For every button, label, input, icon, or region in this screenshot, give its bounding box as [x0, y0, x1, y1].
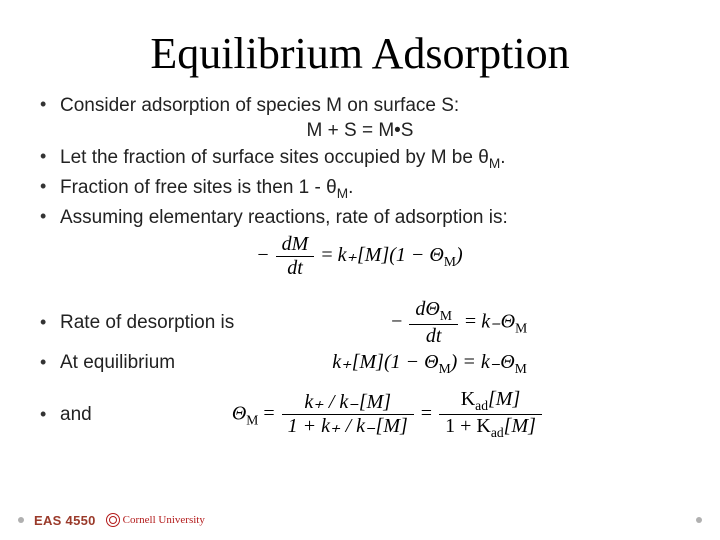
ads-den: dt: [287, 257, 303, 279]
theta-sub-2: M: [337, 186, 348, 201]
formula-desorption: − dΘM dt = k₋ΘM: [391, 299, 527, 347]
equation-reaction: M + S = M•S: [36, 120, 684, 142]
equil-rhs-sub: M: [515, 361, 527, 376]
bullet-6: At equilibrium: [36, 352, 175, 374]
bullet-list-2: Let the fraction of surface sites occupi…: [36, 145, 684, 230]
bullet-list: Consider adsorption of species M on surf…: [36, 93, 684, 118]
final-f2-den-post: [M]: [504, 415, 536, 437]
ads-rhs-end: ): [456, 244, 463, 266]
course-code: EAS 4550: [34, 513, 96, 528]
bullet-2: Let the fraction of surface sites occupi…: [36, 145, 684, 173]
formula-final: ΘM = k₊ / k₋[M] 1 + k₊ / k₋[M] = Kad[M] …: [232, 389, 544, 441]
ads-rhs-sub: M: [444, 254, 456, 269]
footer-dot-left: [18, 517, 24, 523]
final-eq2: =: [421, 403, 437, 425]
equil-lhs-sub: M: [439, 361, 451, 376]
slide-content: Consider adsorption of species M on surf…: [0, 93, 720, 441]
university-name: Cornell University: [123, 514, 205, 526]
bullet-3: Fraction of free sites is then 1 - θM.: [36, 175, 684, 203]
bullet-3-text-pre: Fraction of free sites is then 1 -: [60, 177, 326, 198]
bullet-4: Assuming elementary reactions, rate of a…: [36, 205, 684, 230]
final-eq1: =: [258, 403, 279, 425]
final-f2-den-sub: ad: [491, 425, 504, 440]
ads-num: dM: [282, 233, 309, 255]
final-lhs: Θ: [232, 403, 246, 425]
final-lhs-sub: M: [246, 413, 258, 428]
bullet-2-text-post: .: [500, 147, 505, 168]
des-num: dΘ: [415, 298, 439, 320]
formula-equilibrium: k₊[M](1 − ΘM) = k₋ΘM: [332, 349, 527, 377]
formula-adsorption: − dM dt = k₊[M](1 − ΘM): [36, 234, 684, 279]
equil-lhs: k₊[M](1 − Θ: [332, 351, 438, 373]
des-rhs: k₋Θ: [481, 311, 515, 333]
slide-footer: EAS 4550 Cornell University: [0, 508, 720, 532]
footer-dot-right: [696, 517, 702, 523]
final-f2-num-pre: K: [461, 388, 475, 410]
des-rhs-sub: M: [515, 321, 527, 336]
final-f2-num-post: [M]: [488, 388, 520, 410]
theta-symbol-2: θ: [326, 177, 337, 198]
bullet-2-text-pre: Let the fraction of surface sites occupi…: [60, 147, 478, 168]
des-num-sub: M: [440, 308, 452, 323]
university-seal: Cornell University: [106, 513, 205, 527]
bullet-5: Rate of desorption is: [36, 312, 234, 334]
final-f2-den-pre: 1 + K: [445, 415, 491, 437]
bullet-3-text-post: .: [348, 177, 353, 198]
row-equilibrium: At equilibrium k₊[M](1 − ΘM) = k₋ΘM: [36, 349, 684, 377]
slide-title: Equilibrium Adsorption: [0, 0, 720, 93]
bullet-1: Consider adsorption of species M on surf…: [36, 93, 684, 118]
equil-mid: ) = k₋Θ: [451, 351, 515, 373]
seal-icon: [106, 513, 120, 527]
final-f2-num-sub: ad: [475, 398, 488, 413]
theta-sub: M: [489, 156, 500, 171]
row-final: and ΘM = k₊ / k₋[M] 1 + k₊ / k₋[M] = Kad…: [36, 389, 684, 441]
bullet-7: and: [36, 404, 92, 426]
des-den: dt: [426, 325, 442, 347]
row-desorption: Rate of desorption is − dΘM dt = k₋ΘM: [36, 299, 684, 347]
theta-symbol: θ: [478, 147, 489, 168]
final-f1-num: k₊ / k₋[M]: [304, 391, 391, 413]
final-f1-den: 1 + k₊ / k₋[M]: [288, 415, 408, 437]
ads-rhs: k₊[M](1 − Θ: [338, 244, 444, 266]
